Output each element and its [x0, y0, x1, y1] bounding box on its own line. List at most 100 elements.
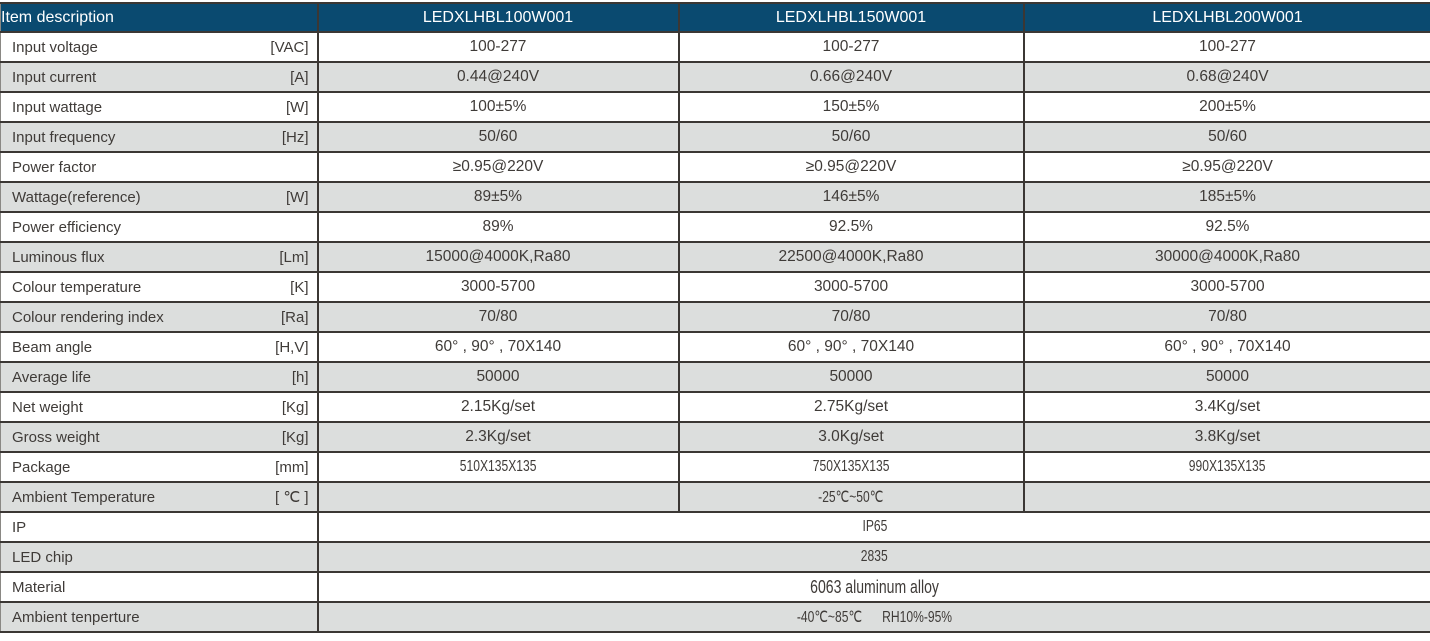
cell-value: 2.15Kg/set [460, 398, 536, 415]
value-cell: 0.68@240V [1024, 62, 1430, 92]
value-cell: 510X135X135 [317, 452, 680, 482]
cell-value: 15000@4000K,Ra80 [425, 248, 571, 265]
cell-value: 3.8Kg/set [1194, 428, 1261, 445]
row-label-cell: Input frequency [Hz] [0, 122, 319, 152]
row-unit: [H,V] [275, 338, 309, 356]
table-row: Power factor ≥0.95@220V ≥0.95@220V ≥0.95@22… [0, 152, 1430, 182]
cell-value: 3.4Kg/set [1194, 398, 1261, 415]
value-cell: 89±5% [317, 182, 680, 212]
value-cell: 92.5% [678, 212, 1025, 242]
cell-value: 100-277 [1199, 38, 1256, 55]
value-cell: 30000@4000K,Ra80 [1024, 242, 1430, 272]
cell-value: 50/60 [1208, 128, 1247, 145]
value-cell: 990X135X135 [1024, 452, 1430, 482]
cell-value: -40℃~85℃ RH10%-95% [796, 608, 953, 626]
value-cell: 50000 [1024, 362, 1430, 392]
cell-value: 990X135X135 [1189, 458, 1266, 475]
row-label-cell: Colour temperature [K] [0, 272, 319, 302]
row-label-cell: Colour rendering index [Ra] [0, 302, 319, 332]
table-row: Ambient Temperature [ ℃ ] -25℃~50℃ [0, 482, 1430, 512]
table-row: Power efficiency 89% 92.5% 92.5% [0, 212, 1430, 242]
cell-value: 70/80 [831, 308, 871, 325]
row-unit: [Ra] [280, 308, 309, 326]
row-label-cell: Beam angle [H,V] [0, 332, 319, 362]
row-label-inner: Power factor [1, 158, 316, 176]
cell-value: 60° , 90° , 70X140 [434, 338, 562, 355]
cell-value: 50/60 [831, 128, 871, 145]
row-label-inner: IP [1, 519, 316, 536]
value-cell: 0.66@240V [678, 62, 1025, 92]
row-unit: [h] [291, 368, 309, 386]
value-cell-empty [317, 482, 680, 512]
row-label: Input current [12, 68, 97, 86]
cell-value: 0.44@240V [456, 68, 540, 85]
row-label: Ambient Temperature [12, 488, 156, 506]
table-row: Average life [h] 50000 50000 50000 [0, 362, 1430, 392]
row-label-cell: Wattage(reference) [W] [0, 182, 319, 212]
row-label: Power factor [12, 158, 97, 176]
cell-value: 50/60 [478, 128, 518, 145]
table-row: Wattage(reference) [W] 89±5% 146±5% 185±5% [0, 182, 1430, 212]
value-cell-merged: -40℃~85℃ RH10%-95% [318, 602, 1430, 632]
value-cell: 146±5% [678, 182, 1025, 212]
row-label: Package [12, 458, 71, 476]
row-label-inner: Input wattage [W] [1, 98, 316, 116]
row-label-cell: LED chip [0, 542, 319, 572]
value-cell: 15000@4000K,Ra80 [317, 242, 680, 272]
cell-value: 3000-5700 [1190, 278, 1265, 295]
cell-value: 50000 [1205, 368, 1250, 385]
row-unit: [Kg] [281, 398, 309, 416]
value-cell: 0.44@240V [317, 62, 680, 92]
model-header-1: LEDXLHBL100W001 [317, 3, 680, 32]
cell-value: 6063 aluminum alloy [810, 576, 939, 597]
value-cell: 100-277 [317, 32, 680, 62]
value-cell: 70/80 [1024, 302, 1430, 332]
row-label-cell: Ambient tenperture [0, 602, 319, 632]
table-row: Colour temperature [K] 3000-5700 3000-5700 3… [0, 272, 1430, 302]
row-unit: [Hz] [281, 128, 309, 146]
table-row: Package [mm] 510X135X135 750X135X135 990X135… [0, 452, 1430, 482]
item-description-header: Item description [0, 3, 319, 32]
value-cell: ≥0.95@220V [317, 152, 680, 182]
value-cell-merged: 2835 [318, 542, 1430, 572]
cell-value: 100-277 [469, 38, 527, 55]
table-row: Input current [A] 0.44@240V 0.66@240V 0.68@2… [0, 62, 1430, 92]
table-row: Colour rendering index [Ra] 70/80 70/80 70/8… [0, 302, 1430, 332]
row-label: Beam angle [12, 338, 93, 356]
row-label-cell: Package [mm] [0, 452, 319, 482]
value-cell: 89% [317, 212, 680, 242]
row-label-inner: Gross weight [Kg] [1, 429, 316, 446]
row-label-inner: Ambient tenperture [1, 609, 316, 626]
value-cell: 2.15Kg/set [317, 392, 680, 422]
row-label-inner: Input voltage [VAC] [1, 39, 316, 56]
row-label: Power efficiency [12, 218, 121, 236]
row-unit: [W] [286, 98, 309, 116]
table-row: Net weight [Kg] 2.15Kg/set 2.75Kg/set 3.4Kg/… [0, 392, 1430, 422]
row-label-cell: Input voltage [VAC] [0, 32, 319, 62]
value-cell: -25℃~50℃ [678, 482, 1025, 512]
value-cell: 70/80 [678, 302, 1025, 332]
value-cell: 50/60 [1024, 122, 1430, 152]
row-label: Material [12, 578, 66, 596]
value-cell-merged: IP65 [318, 512, 1430, 542]
cell-value: 200±5% [1199, 98, 1256, 115]
value-cell: 22500@4000K,Ra80 [678, 242, 1025, 272]
row-label-cell: Ambient Temperature [ ℃ ] [0, 482, 319, 512]
table-row: Material 6063 aluminum alloy [0, 572, 1430, 602]
cell-value: 30000@4000K,Ra80 [1154, 248, 1301, 265]
cell-value: 2.3Kg/set [465, 428, 531, 445]
row-label-cell: IP [0, 512, 319, 542]
table-header-row: Item description LEDXLHBL100W001 LEDXLHB… [0, 3, 1430, 32]
row-label-cell: Input wattage [W] [0, 92, 319, 122]
cell-value: 50000 [829, 368, 873, 385]
cell-value: 100-277 [822, 38, 880, 55]
spec-table-body: Input voltage [VAC] 100-277 100-277 100-277 I… [0, 32, 1430, 632]
row-unit: [W] [286, 188, 309, 206]
row-label-inner: Colour temperature [K] [1, 279, 316, 296]
table-row: Gross weight [Kg] 2.3Kg/set 3.0Kg/set 3.8Kg/… [0, 422, 1430, 452]
value-cell: ≥0.95@220V [1024, 152, 1430, 182]
value-cell: 100-277 [678, 32, 1025, 62]
cell-value: 185±5% [1199, 188, 1256, 205]
value-cell: 150±5% [678, 92, 1025, 122]
